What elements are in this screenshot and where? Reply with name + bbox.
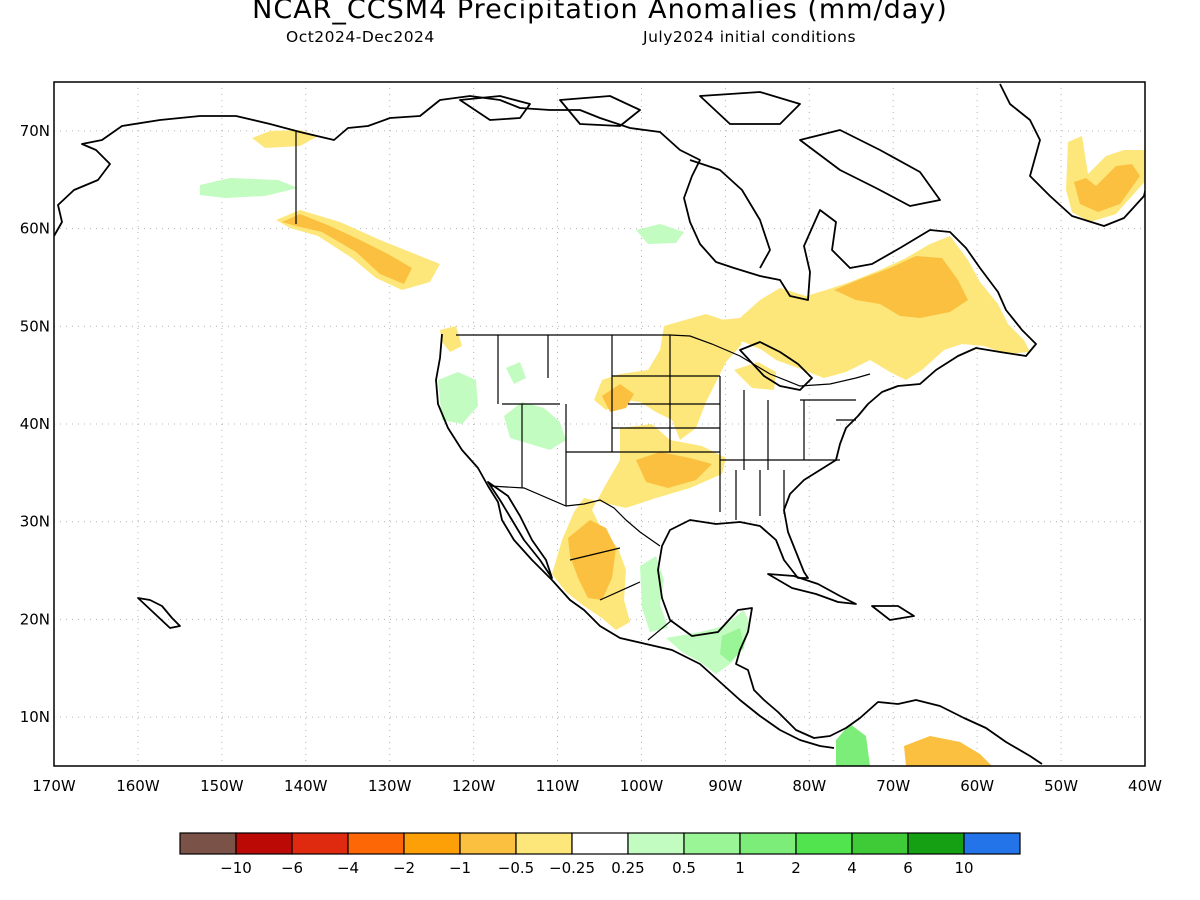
- colorbar-swatch: [403, 832, 461, 855]
- lon-label: 160W: [116, 777, 160, 795]
- greenland-core: [1074, 164, 1140, 212]
- colorbar-label: 6: [903, 859, 913, 877]
- great-lakes: [739, 341, 813, 391]
- lon-label: 40W: [1128, 777, 1162, 795]
- alaska-west-wet: [200, 178, 298, 198]
- colorbar-swatch: [851, 832, 909, 855]
- colorbar-swatch: [291, 832, 349, 855]
- forecast-period: Oct2024-Dec2024: [286, 28, 435, 46]
- lon-label: 150W: [200, 777, 244, 795]
- colombia-wet: [836, 724, 870, 766]
- venezuela-dry: [904, 736, 992, 766]
- kansas-core: [602, 384, 634, 412]
- initial-conditions: July2024 initial conditions: [643, 28, 857, 46]
- colorbar-swatch: [571, 832, 629, 855]
- arctic-islands-3: [699, 91, 801, 125]
- colorbar-swatch: [739, 832, 797, 855]
- lon-label: 60W: [960, 777, 994, 795]
- colorbar-label: −0.5: [498, 859, 534, 877]
- colorbar-label: −4: [337, 859, 359, 877]
- lat-label: 40N: [20, 415, 50, 433]
- longitude-labels: 170W 160W 150W 140W 130W 120W 110W 100W 90W 80W 70…: [32, 777, 1162, 795]
- state-lines: [497, 335, 856, 520]
- lon-label: 170W: [32, 777, 76, 795]
- lon-label: 140W: [284, 777, 328, 795]
- lat-label: 60N: [20, 220, 50, 238]
- lon-label: 110W: [536, 777, 580, 795]
- lat-label: 50N: [20, 317, 50, 335]
- colorbar-swatch: [235, 832, 293, 855]
- colorbar-label: 0.25: [611, 859, 644, 877]
- colorbar-swatch: [795, 832, 853, 855]
- lon-label: 70W: [876, 777, 910, 795]
- lon-label: 100W: [620, 777, 664, 795]
- colorbar-label: −6: [281, 859, 303, 877]
- mexico-core: [568, 520, 616, 600]
- lat-label: 20N: [20, 610, 50, 628]
- baja-california: [487, 481, 553, 579]
- oklahoma-core: [636, 452, 712, 488]
- lon-label: 80W: [792, 777, 826, 795]
- gulf-alaska-core: [282, 214, 412, 284]
- colorbar: −10 −6 −4 −2 −1 −0.5 −0.25 0.25 0.5 1 2 4 6 10: [179, 832, 1021, 877]
- lat-label: 70N: [20, 122, 50, 140]
- colorbar-swatch: [963, 832, 1021, 855]
- north-america-coastline: [54, 95, 1043, 765]
- colorbar-label: −10: [220, 859, 252, 877]
- latitude-labels: 10N 20N 30N 40N 50N 60N 70N: [20, 122, 50, 726]
- map-title: NCAR_CCSM4 Precipitation Anomalies (mm/d…: [252, 0, 948, 25]
- pacific-coast: [435, 333, 835, 749]
- colorbar-swatch: [347, 832, 405, 855]
- political-borders: [295, 132, 871, 641]
- us-canada-border: [456, 334, 871, 387]
- colorado-wet: [506, 362, 526, 384]
- colorbar-swatch: [627, 832, 685, 855]
- greenland-coast: [999, 83, 1145, 227]
- pacific-nw-dry: [440, 326, 462, 352]
- colorbar-label: −2: [393, 859, 415, 877]
- cuba: [767, 573, 857, 605]
- map-frame: [53, 81, 1146, 767]
- quebec-core: [834, 256, 968, 318]
- lat-label: 10N: [20, 708, 50, 726]
- lat-label: 30N: [20, 513, 50, 531]
- hudson-bay: [689, 159, 771, 269]
- anomaly-shading: [200, 130, 1145, 766]
- southern-plains-dry: [552, 424, 726, 630]
- mexico-east-wet: [640, 556, 668, 632]
- us-mexico-border: [489, 485, 661, 547]
- colorbar-swatch: [179, 832, 237, 855]
- lon-label: 90W: [708, 777, 742, 795]
- colorbar-swatch: [683, 832, 741, 855]
- colorbar-label: −0.25: [549, 859, 595, 877]
- lon-label: 120W: [452, 777, 496, 795]
- arctic-islands-2: [559, 95, 641, 127]
- coastlines: [54, 83, 1145, 765]
- mexico-states: [569, 547, 673, 641]
- colorbar-label: 0.5: [672, 859, 696, 877]
- colorbar-swatch: [907, 832, 965, 855]
- lon-label: 130W: [368, 777, 412, 795]
- colorbar-label: 1: [735, 859, 745, 877]
- great-basin-wet: [504, 402, 566, 450]
- great-lakes-dry: [734, 362, 776, 390]
- colorbar-label: −1: [449, 859, 471, 877]
- hudson-wet: [636, 224, 684, 244]
- hispaniola: [871, 605, 915, 621]
- baffin-island: [799, 129, 941, 207]
- plains-dry: [594, 314, 742, 440]
- alaska-north-dry: [252, 130, 318, 148]
- lon-label: 50W: [1044, 777, 1078, 795]
- canada-east-dry: [696, 236, 1030, 380]
- yucatan-wet: [720, 628, 744, 662]
- colorbar-label: 2: [791, 859, 801, 877]
- colorbar-swatch: [515, 832, 573, 855]
- hawaii: [137, 597, 181, 629]
- colorbar-swatch: [459, 832, 517, 855]
- colorbar-label: 4: [847, 859, 857, 877]
- colorbar-label: 10: [954, 859, 973, 877]
- arctic-islands-1: [459, 95, 531, 121]
- california-wet: [438, 372, 478, 424]
